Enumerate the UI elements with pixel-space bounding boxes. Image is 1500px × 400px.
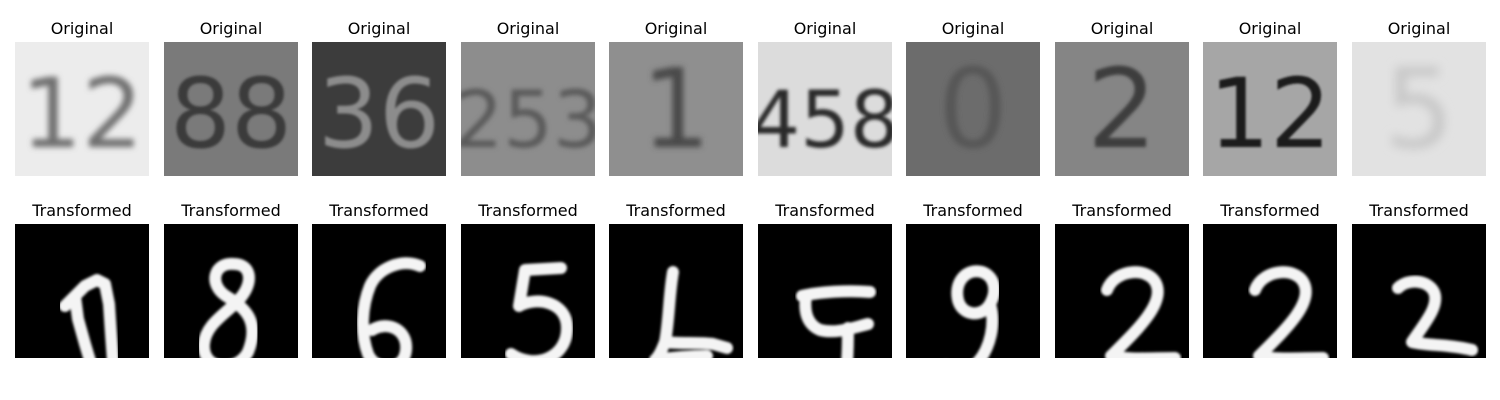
digit-image: 2 bbox=[1055, 42, 1189, 176]
digit-image: 5 bbox=[1352, 42, 1486, 176]
digit-text: 2 bbox=[1087, 45, 1157, 173]
image-background bbox=[906, 42, 1040, 176]
digit-text: 12 bbox=[1209, 58, 1331, 170]
original-image-svg: 458 bbox=[758, 42, 892, 176]
transformed-image-svg bbox=[312, 224, 446, 358]
handwritten-digit-stroke bbox=[796, 285, 876, 358]
original-image-svg: 12 bbox=[1203, 42, 1337, 176]
handwritten-digit-stroke bbox=[356, 257, 426, 358]
transformed-image-svg bbox=[1055, 224, 1189, 358]
digit-image bbox=[312, 224, 446, 358]
image-background bbox=[312, 224, 446, 358]
transformed-image-svg bbox=[758, 224, 892, 358]
transformed-image-svg bbox=[1203, 224, 1337, 358]
image-background bbox=[906, 224, 1040, 358]
digit-image: 458 bbox=[758, 42, 892, 176]
digit-image: 1 bbox=[609, 42, 743, 176]
image-background bbox=[758, 42, 892, 176]
original-image-svg: 253 bbox=[461, 42, 595, 176]
original-image-svg: 88 bbox=[164, 42, 298, 176]
digit-text: 253 bbox=[461, 76, 595, 166]
panel-title: Original bbox=[347, 19, 411, 38]
transformed-image-svg bbox=[1352, 224, 1486, 358]
panel-title: Original bbox=[1238, 19, 1302, 38]
digit-text: 12 bbox=[21, 58, 143, 170]
panel-title: Transformed bbox=[1220, 201, 1320, 220]
digit-text: 0 bbox=[938, 45, 1008, 173]
panel-title: Transformed bbox=[478, 201, 578, 220]
digit-image: 88 bbox=[164, 42, 298, 176]
original-image-svg: 0 bbox=[906, 42, 1040, 176]
digit-image bbox=[164, 224, 298, 358]
digit-image bbox=[15, 224, 149, 358]
handwritten-digit-stroke bbox=[59, 274, 119, 358]
digit-image bbox=[1055, 224, 1189, 358]
image-background bbox=[1352, 42, 1486, 176]
panel-title: Original bbox=[1387, 19, 1451, 38]
panel-title: Transformed bbox=[923, 201, 1023, 220]
handwritten-digit-stroke bbox=[649, 266, 733, 358]
transformed-image-svg bbox=[164, 224, 298, 358]
panel-title: Transformed bbox=[1072, 201, 1172, 220]
panel-title: Original bbox=[496, 19, 560, 38]
digit-image bbox=[461, 224, 595, 358]
handwritten-digit-stroke bbox=[1392, 275, 1478, 356]
image-background bbox=[15, 42, 149, 176]
digit-text: 88 bbox=[170, 58, 292, 170]
handwritten-digit-stroke bbox=[505, 262, 573, 358]
digit-image: 12 bbox=[15, 42, 149, 176]
digit-image bbox=[758, 224, 892, 358]
original-image-svg: 5 bbox=[1352, 42, 1486, 176]
panel-title: Transformed bbox=[775, 201, 875, 220]
panel-title: Original bbox=[941, 19, 1005, 38]
digit-text: 458 bbox=[758, 76, 892, 166]
digit-text: 36 bbox=[318, 58, 440, 170]
image-background bbox=[312, 42, 446, 176]
panel-title: Original bbox=[199, 19, 263, 38]
panel-title: Original bbox=[793, 19, 857, 38]
handwritten-digit-stroke bbox=[1249, 266, 1329, 358]
digit-image bbox=[609, 224, 743, 358]
original-image-svg: 1 bbox=[609, 42, 743, 176]
image-background bbox=[164, 42, 298, 176]
panel-title: Original bbox=[644, 19, 708, 38]
digit-image: 36 bbox=[312, 42, 446, 176]
panel-title: Original bbox=[1090, 19, 1154, 38]
image-background bbox=[164, 224, 298, 358]
transformed-image-svg bbox=[461, 224, 595, 358]
original-image-svg: 2 bbox=[1055, 42, 1189, 176]
digit-image: 0 bbox=[906, 42, 1040, 176]
image-background bbox=[1203, 42, 1337, 176]
transformed-image-svg bbox=[906, 224, 1040, 358]
original-image-svg: 12 bbox=[15, 42, 149, 176]
image-background bbox=[1055, 42, 1189, 176]
image-background bbox=[461, 224, 595, 358]
image-background bbox=[1203, 224, 1337, 358]
panel-title: Transformed bbox=[329, 201, 429, 220]
panel-title: Original bbox=[50, 19, 114, 38]
original-image-svg: 36 bbox=[312, 42, 446, 176]
panel-title: Transformed bbox=[32, 201, 132, 220]
digit-image: 12 bbox=[1203, 42, 1337, 176]
panel-title: Transformed bbox=[181, 201, 281, 220]
panel-title: Transformed bbox=[626, 201, 726, 220]
digit-text: 5 bbox=[1384, 45, 1454, 173]
digit-image: 253 bbox=[461, 42, 595, 176]
image-background bbox=[1055, 224, 1189, 358]
digit-text: 1 bbox=[641, 45, 711, 173]
handwritten-digit-stroke bbox=[1101, 266, 1181, 358]
digit-image bbox=[1203, 224, 1337, 358]
handwritten-digit-stroke bbox=[951, 265, 1001, 358]
panel-title: Transformed bbox=[1369, 201, 1469, 220]
digit-image bbox=[906, 224, 1040, 358]
transformed-image-svg bbox=[15, 224, 149, 358]
transformed-image-svg bbox=[609, 224, 743, 358]
image-background bbox=[609, 42, 743, 176]
image-background bbox=[461, 42, 595, 176]
digit-image bbox=[1352, 224, 1486, 358]
handwritten-digit-stroke bbox=[198, 257, 259, 358]
